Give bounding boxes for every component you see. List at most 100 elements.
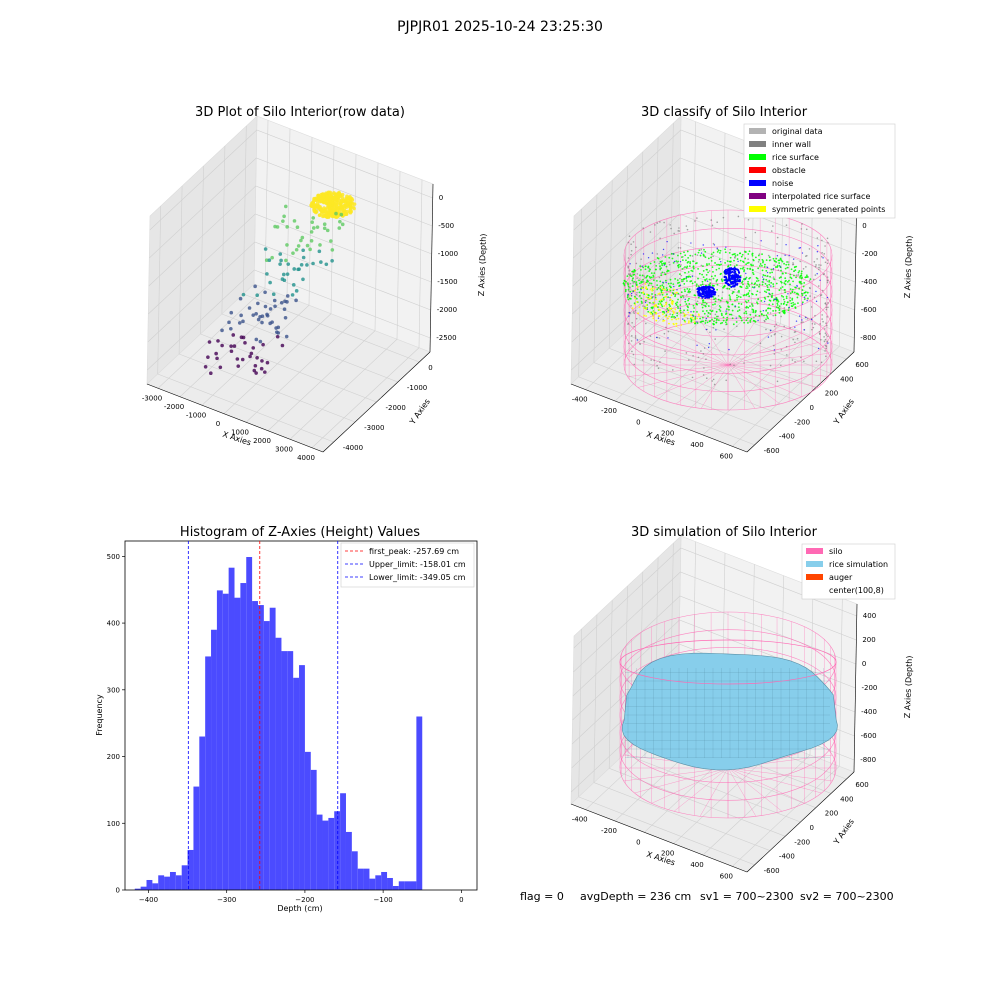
panel1-point (280, 343, 285, 348)
panel2-point (705, 317, 708, 320)
panel2-point (816, 237, 819, 239)
panel2-point (795, 320, 798, 322)
panel2-point (636, 288, 639, 291)
panel2-point (696, 321, 698, 323)
panel3-bar (169, 871, 176, 890)
panel2-point (659, 286, 662, 289)
panel4-silo-spoke (727, 767, 822, 794)
panel2-point (747, 258, 749, 260)
panel1-point (259, 366, 264, 371)
panel2-point (796, 285, 798, 287)
panel4-silo-spoke (727, 767, 783, 812)
panel2-point (712, 277, 715, 280)
panel2-point (729, 363, 732, 366)
panel2-point (778, 259, 781, 262)
panel2-point (660, 272, 662, 275)
panel2-point (657, 286, 660, 289)
panel2-point (674, 293, 677, 296)
panel2-point (823, 253, 826, 255)
panel2-point (685, 352, 688, 354)
panel1-point (239, 313, 243, 318)
panel2-point (678, 227, 680, 229)
panel2-point (688, 302, 691, 305)
panel2-point (824, 344, 827, 347)
panel2-point (701, 316, 704, 319)
panel2-point (687, 299, 690, 302)
panel2-point (631, 285, 634, 288)
panel2-point (627, 285, 630, 288)
panel2-point (681, 278, 683, 281)
panel2-point (679, 311, 682, 314)
panel2-point (731, 292, 734, 295)
panel2-point (633, 363, 636, 366)
panel2-point (672, 369, 674, 371)
panel2-point (778, 309, 781, 312)
panel2-point (789, 297, 792, 299)
panel2-point (632, 241, 635, 243)
panel2-point (719, 273, 722, 276)
panel2-point (706, 292, 709, 295)
panel2-point (643, 314, 646, 317)
panel2-point (631, 350, 633, 353)
panel2-point (644, 283, 647, 285)
panel1-point (260, 314, 265, 319)
panel2-point (648, 301, 651, 304)
panel2-point (667, 309, 670, 312)
panel2-point (766, 284, 768, 287)
panel1-point (281, 219, 285, 223)
panel2-point (677, 264, 680, 267)
panel1-point (309, 203, 313, 207)
panel2-point (673, 285, 675, 288)
panel2-point (719, 310, 722, 312)
panel2-point (640, 287, 642, 290)
panel2-point (643, 275, 645, 277)
panel1-point (313, 209, 317, 213)
panel2-point (749, 276, 752, 279)
panel2-gridline (572, 185, 856, 287)
panel2-point (775, 298, 777, 301)
panel2-point (761, 283, 764, 286)
panel2-point (719, 261, 722, 263)
panel2-point (726, 282, 729, 285)
panel1-point (282, 307, 287, 312)
panel2-point (765, 269, 768, 272)
panel2-point (711, 380, 713, 382)
panel2-point (732, 323, 735, 326)
panel2-point (788, 279, 790, 282)
panel2-point (650, 272, 653, 274)
panel2-point (660, 261, 662, 264)
panel2-point (718, 308, 721, 311)
panel2-point (782, 295, 785, 298)
panel2-point (710, 253, 713, 256)
panel2-point (701, 289, 703, 292)
panel2-point (772, 267, 775, 270)
panel2-point (729, 263, 732, 266)
panel2-point (702, 254, 705, 257)
panel2-point (785, 297, 788, 300)
panel2-point (792, 280, 794, 283)
panel2-point (686, 287, 689, 290)
panel2-point (716, 278, 719, 281)
panel1-gridline (286, 128, 291, 297)
panel2-point (770, 329, 772, 332)
panel2-point (657, 293, 660, 295)
panel2-point (675, 325, 678, 328)
panel2-point (698, 249, 701, 252)
panel2-silo-spoke (727, 364, 829, 377)
panel1-point (265, 360, 270, 365)
panel2-point (796, 296, 799, 299)
panel2-point (622, 282, 625, 284)
panel2-point (731, 317, 734, 320)
panel2-point (631, 307, 634, 310)
panel2-point (652, 274, 655, 277)
panel2-point (712, 255, 714, 258)
panel2-point (627, 342, 630, 345)
panel1-point (283, 315, 288, 320)
panel2-point (776, 243, 778, 245)
panel1-point (319, 260, 323, 264)
panel1-ytick: -2000 (386, 404, 406, 412)
panel2-point (750, 317, 753, 320)
panel2-silo-spoke (727, 342, 819, 366)
panel2-point (646, 279, 649, 282)
